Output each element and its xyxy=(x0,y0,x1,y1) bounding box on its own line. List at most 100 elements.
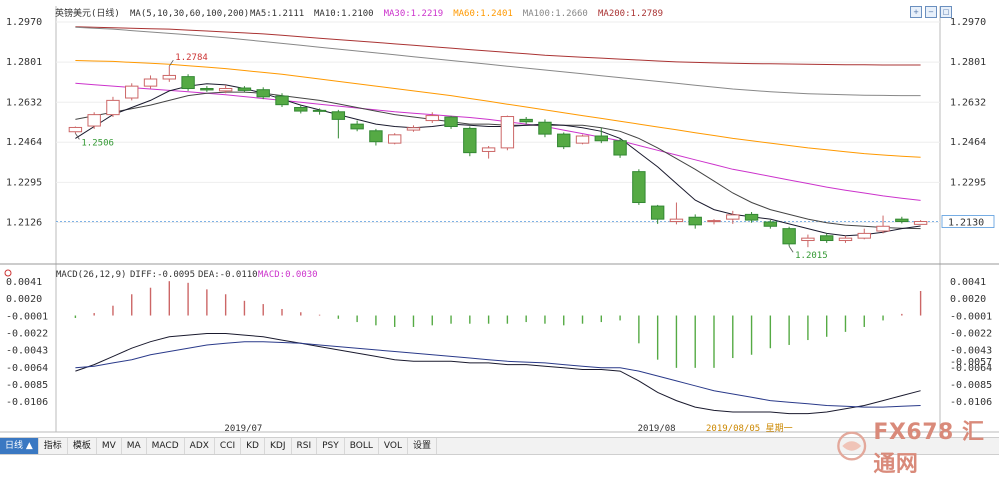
fullscreen-icon[interactable]: □ xyxy=(940,6,952,18)
axes: 1.2970 1.2970 1.2801 1.2801 1.2632 1.2632 1.24… xyxy=(6,17,995,434)
price-tick-label-right: 1.2464 xyxy=(950,137,986,148)
ma100-line xyxy=(75,26,921,97)
macd-header-label: MACD(26,12,9) xyxy=(56,270,126,280)
toolbar-tab-9[interactable]: RSI xyxy=(292,438,318,454)
zoom-in-icon[interactable]: + xyxy=(910,6,922,18)
toolbar-tab-7[interactable]: KD xyxy=(241,438,265,454)
toolbar-tab-3[interactable]: MA xyxy=(122,438,147,454)
annotation-high: 1.2784 xyxy=(175,53,208,63)
toolbar-tab-12[interactable]: VOL xyxy=(379,438,409,454)
candle-body xyxy=(331,111,346,120)
cursor-date-label: 2019/08/05 星期一 xyxy=(706,423,793,434)
price-tick-label-left: 1.2801 xyxy=(6,57,42,68)
price-tick-label-left: 1.2295 xyxy=(6,177,42,188)
macd-tick-label-left: -0.0064 xyxy=(6,363,48,374)
annotation-pointer xyxy=(788,246,794,253)
candle-body xyxy=(632,171,646,204)
chart-header: 英镑美元(日线) MA(5,10,30,60,100,200) MA5:1.21… xyxy=(55,7,663,19)
candle-body xyxy=(369,130,383,143)
candle-body xyxy=(444,116,458,128)
window-controls: + − □ xyxy=(910,6,952,18)
macd-tick-label-left: -0.0022 xyxy=(6,329,48,340)
macd-tick-label-right: -0.0001 xyxy=(950,311,992,322)
macd-header-label: DIFF:-0.0095 xyxy=(130,270,195,280)
macd-tick-label-left: -0.0106 xyxy=(6,397,48,408)
annotation-pointer xyxy=(168,59,174,67)
macd-tick-label-right: -0.0106 xyxy=(950,397,992,408)
price-tick-label-left: 1.2632 xyxy=(6,97,42,108)
annotation-low: 1.2506 xyxy=(81,138,114,148)
price-tick-label-right: 1.2970 xyxy=(950,17,986,28)
period-selector[interactable]: 日线 ▲ xyxy=(0,438,39,454)
candle-body xyxy=(181,76,195,90)
candle-body xyxy=(237,87,252,91)
toolbar-tab-11[interactable]: BOLL xyxy=(345,438,379,454)
candle-body xyxy=(594,135,609,142)
macd-tick-label-right: 0.0020 xyxy=(950,294,986,305)
toolbar-tab-2[interactable]: MV xyxy=(97,438,122,454)
zoom-out-icon[interactable]: − xyxy=(925,6,937,18)
price-tick-label-right: 1.2632 xyxy=(950,97,986,108)
settings-icon xyxy=(4,269,12,277)
toolbar-tab-5[interactable]: ADX xyxy=(185,438,215,454)
toolbar-tab-4[interactable]: MACD xyxy=(147,438,185,454)
macd-tick-label-left: -0.0001 xyxy=(6,311,48,322)
macd-tick-label-right: -0.0043 xyxy=(950,346,992,357)
candle-body xyxy=(857,232,871,239)
ma30-line xyxy=(75,82,921,201)
ma10-line xyxy=(75,91,921,230)
price-tick-label-left: 1.2970 xyxy=(6,17,42,28)
toolbar-tab-10[interactable]: PSY xyxy=(317,438,345,454)
toolbar-tab-0[interactable]: 指标 xyxy=(39,438,68,454)
ma-legend-value: MA100:1.2660 xyxy=(523,9,588,19)
chart-title: 英镑美元(日线) xyxy=(55,7,120,19)
candle-body xyxy=(782,228,796,245)
candle-body xyxy=(575,135,590,144)
candle-body xyxy=(275,95,289,106)
candle-body xyxy=(350,123,364,130)
macd-current-value: -0.0057 xyxy=(950,357,992,368)
candle-body xyxy=(895,218,909,223)
candle-body xyxy=(557,133,571,148)
macd-tick-label-right: -0.0064 xyxy=(950,363,992,374)
candle-body xyxy=(125,85,139,99)
candle-body xyxy=(688,216,702,226)
date-axis-label: 2019/08 xyxy=(638,424,676,434)
price-tick-label-right: 1.2801 xyxy=(950,57,986,68)
ma200-line xyxy=(75,26,921,66)
candle-body xyxy=(707,220,721,223)
candlestick-series xyxy=(68,66,928,248)
candle-body xyxy=(613,140,627,156)
ma-legend-value: MA60:1.2401 xyxy=(453,9,513,19)
ma-legend-value: MA30:1.2219 xyxy=(384,9,444,19)
toolbar-tab-1[interactable]: 模板 xyxy=(68,438,97,454)
ma-header: MA(5,10,30,60,100,200) xyxy=(130,9,249,19)
toolbar-tab-8[interactable]: KDJ xyxy=(265,438,292,454)
candle-body xyxy=(106,99,120,116)
candle-body xyxy=(294,107,308,112)
toolbar-tab-6[interactable]: CCI xyxy=(215,438,242,454)
candle-body xyxy=(538,121,552,135)
candle-body xyxy=(801,237,815,242)
candle-body xyxy=(68,126,83,133)
candle-body xyxy=(218,88,233,92)
candle-body xyxy=(744,213,759,221)
toolbar-tab-13[interactable]: 设置 xyxy=(408,438,438,454)
macd-panel: MACD(26,12,9) DIFF:-0.0095 DEA:-0.0110 MACD… xyxy=(4,269,922,415)
candle-body xyxy=(162,74,177,80)
macd-dea-line xyxy=(75,341,921,408)
candle-body xyxy=(463,127,477,154)
candle-body xyxy=(838,237,853,242)
candle-body xyxy=(519,118,533,123)
macd-header-label: DEA:-0.0110 xyxy=(198,270,258,280)
macd-tick-label-right: -0.0022 xyxy=(950,329,992,340)
macd-diff-line xyxy=(75,333,921,415)
price-annotations: 1.2784 1.2506 1.2015 xyxy=(75,53,828,261)
annotation-low: 1.2015 xyxy=(795,251,828,261)
candle-body xyxy=(876,225,890,232)
indicator-toolbar: 日线 ▲ 指标 模板 MV MA MACD ADX CCI KD KDJ RSI PSY BOLL VOL… xyxy=(0,437,999,455)
candle-body xyxy=(387,134,402,144)
macd-tick-label-right: 0.0041 xyxy=(950,277,986,288)
candle-body xyxy=(312,109,327,112)
globe-icon xyxy=(837,431,867,461)
